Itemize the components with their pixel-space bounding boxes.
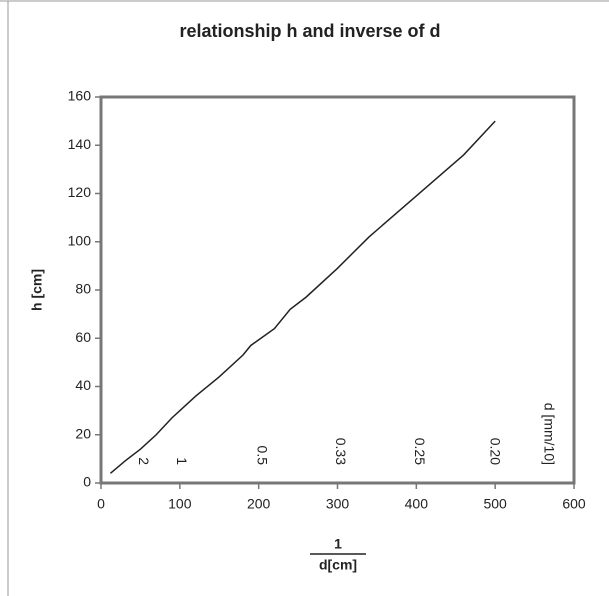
y-tick-label: 80 [75, 281, 91, 297]
y-tick-label: 0 [83, 474, 91, 490]
y-tick-label: 120 [68, 184, 92, 200]
annotation: 0.20 [488, 438, 504, 465]
y-tick-label: 20 [75, 425, 91, 441]
y-axis-label: h [cm] [29, 269, 45, 311]
x-tick-label: 400 [405, 496, 429, 512]
data-line [109, 120, 496, 474]
annotation: 0.25 [412, 438, 428, 465]
x-tick-label: 600 [562, 496, 586, 512]
annotation: 0.5 [254, 446, 270, 466]
chart-title: relationship h and inverse of d [179, 21, 440, 41]
y-tick-label: 60 [75, 329, 91, 345]
annotation: d [mm/10] [541, 403, 557, 465]
x-axis-label-numerator: 1 [334, 536, 342, 552]
y-tick-label: 160 [68, 88, 92, 104]
x-tick-label: 500 [483, 496, 507, 512]
x-tick-label: 100 [168, 496, 192, 512]
x-axis-label-denominator: d[cm] [319, 557, 357, 573]
plot-frame [99, 95, 576, 485]
x-tick-label: 0 [97, 496, 105, 512]
y-tick-label: 40 [75, 377, 91, 393]
y-tick-label: 100 [68, 232, 92, 248]
annotation: 1 [174, 457, 190, 465]
annotation: 0.33 [333, 438, 349, 465]
annotation: 2 [136, 457, 152, 465]
x-tick-label: 200 [247, 496, 271, 512]
y-tick-label: 140 [68, 136, 92, 152]
x-tick-label: 300 [326, 496, 350, 512]
